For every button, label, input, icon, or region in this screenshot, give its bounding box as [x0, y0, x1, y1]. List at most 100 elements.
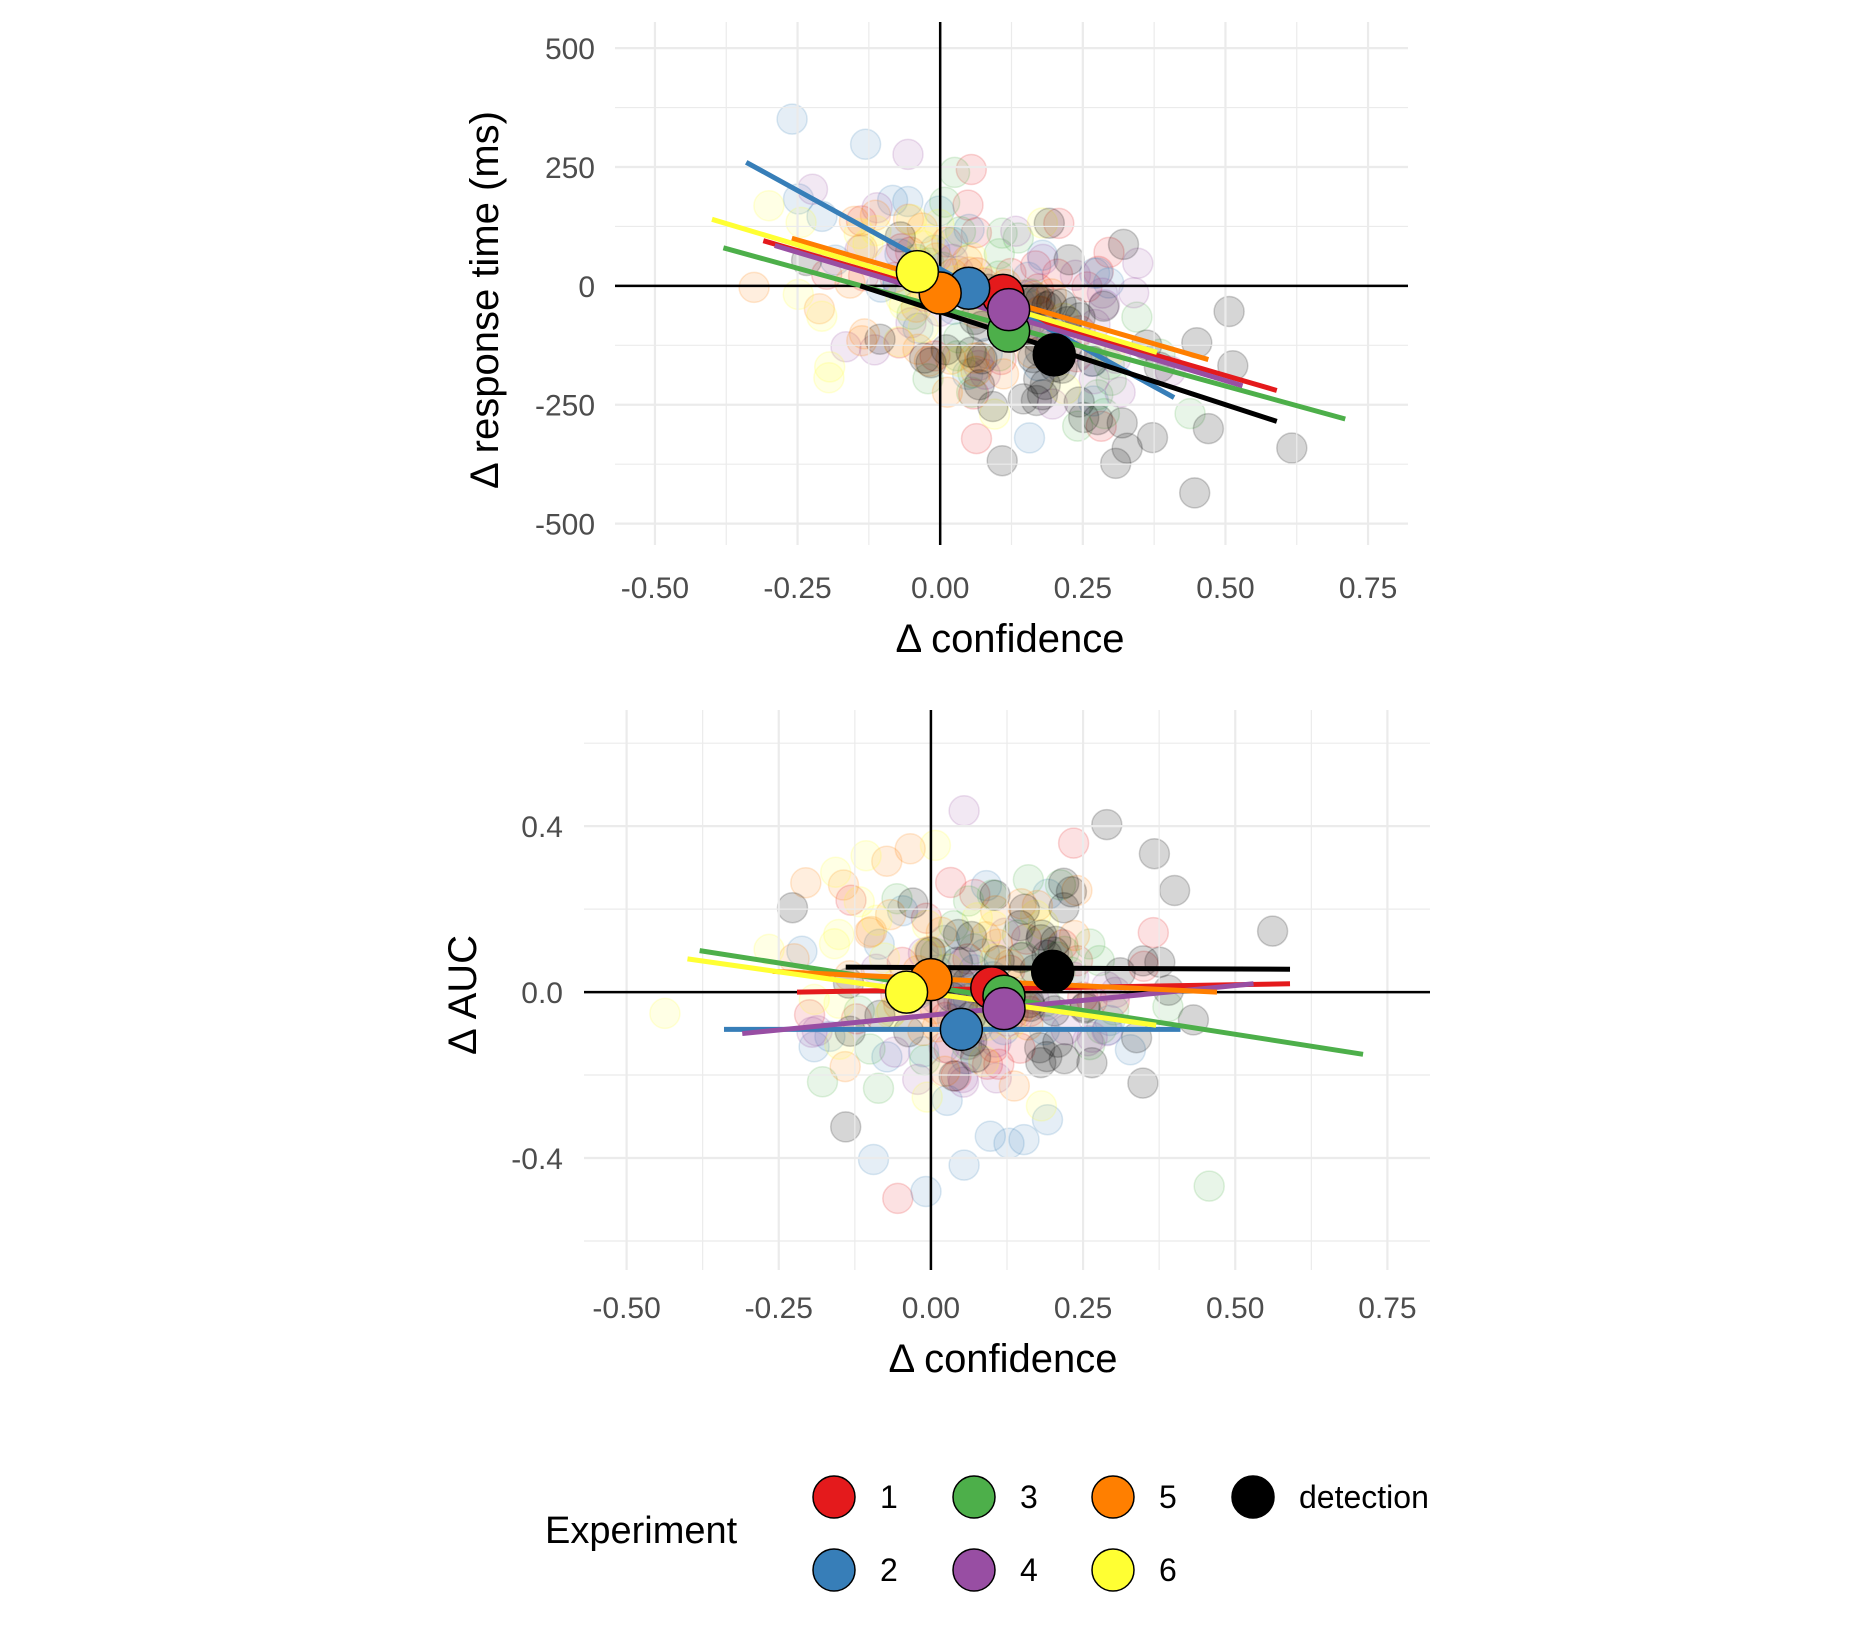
background-point — [829, 1111, 862, 1143]
background-point — [969, 358, 1001, 391]
background-point — [946, 1061, 979, 1094]
background-point — [960, 422, 993, 455]
y-axis-title: Δ AUC — [441, 935, 485, 1055]
background-point — [960, 355, 992, 387]
background-point — [892, 185, 924, 218]
background-point — [883, 327, 916, 359]
background-point — [649, 997, 681, 1030]
background-point — [882, 325, 915, 358]
background-point — [1072, 1024, 1104, 1057]
background-point — [1025, 1046, 1057, 1079]
background-point — [940, 1060, 972, 1092]
background-point — [1048, 1042, 1081, 1075]
y-tick-label: 250 — [545, 152, 595, 185]
legend-item-detection: detection — [1231, 1475, 1429, 1519]
background-point — [1047, 867, 1080, 899]
background-point — [819, 856, 852, 888]
background-point — [1057, 827, 1090, 859]
background-point — [1000, 215, 1032, 247]
background-point — [937, 226, 969, 259]
background-point — [1043, 207, 1075, 240]
background-point — [1104, 376, 1136, 409]
background-point — [1121, 301, 1153, 333]
background-point — [1027, 243, 1059, 276]
background-point — [874, 898, 907, 931]
background-point — [1002, 222, 1035, 254]
background-point — [1256, 915, 1289, 947]
background-point — [955, 920, 988, 953]
panel-auc: -0.50 -0.25 0.00 0.25 0.50 0.75 0.4 0.0 -0.4 Δ … — [441, 710, 1430, 1381]
x-tick-labels: -0.50 -0.25 0.00 0.25 0.50 0.75 — [592, 1292, 1416, 1325]
y-tick-labels: 0.4 0.0 -0.4 — [511, 811, 563, 1176]
background-point — [1055, 876, 1088, 908]
background-point — [806, 1066, 839, 1098]
legend-item-6: 6 — [1091, 1548, 1177, 1592]
background-point — [813, 351, 846, 383]
x-tick-label: 0.00 — [902, 1292, 960, 1325]
background-point — [913, 345, 946, 377]
background-point — [942, 918, 975, 951]
background-point — [962, 349, 995, 382]
background-point — [1020, 384, 1053, 417]
background-point — [955, 153, 988, 186]
background-point — [1026, 239, 1059, 272]
background-point — [861, 191, 893, 224]
background-point — [911, 1081, 943, 1113]
background-point — [1019, 899, 1052, 932]
background-point — [796, 1016, 828, 1048]
background-point — [1007, 383, 1040, 415]
background-point — [979, 894, 1012, 927]
background-point — [1026, 207, 1059, 239]
x-tick-label: -0.25 — [763, 572, 831, 605]
background-point — [1012, 863, 1045, 896]
legend-label: 2 — [880, 1552, 898, 1588]
background-point — [738, 271, 770, 304]
background-point — [785, 206, 817, 239]
background-point — [974, 1120, 1007, 1152]
background-point — [931, 1084, 963, 1117]
background-point — [983, 237, 1016, 270]
legend-item-4: 4 — [952, 1548, 1038, 1592]
background-point — [830, 331, 862, 363]
background-point — [1005, 888, 1037, 920]
background-point — [944, 345, 976, 378]
background-point — [978, 910, 1010, 942]
background-point — [1033, 207, 1066, 239]
legend-key — [1091, 1548, 1135, 1592]
background-point — [859, 199, 892, 232]
x-tick-label: 0.25 — [1054, 1292, 1112, 1325]
background-point — [1023, 1032, 1056, 1064]
background-point — [1193, 1170, 1225, 1202]
x-tick-label: -0.50 — [592, 1292, 660, 1325]
background-point — [1061, 410, 1094, 442]
legend-label: 3 — [1020, 1479, 1038, 1515]
background-point — [1031, 1040, 1063, 1073]
mean-point-4 — [986, 287, 1031, 332]
legend-title: Experiment — [545, 1510, 738, 1552]
background-point — [1025, 1090, 1058, 1122]
background-point — [827, 869, 860, 901]
x-tick-labels: -0.50 -0.25 0.00 0.25 0.50 0.75 — [621, 572, 1398, 605]
background-point — [960, 216, 993, 249]
x-tick-label: 0.50 — [1196, 572, 1254, 605]
background-point — [979, 879, 1011, 911]
background-point — [1031, 1103, 1064, 1136]
background-point — [1111, 432, 1143, 465]
background-point — [803, 293, 836, 325]
background-point — [879, 1036, 911, 1068]
background-point — [843, 995, 876, 1027]
background-point — [855, 915, 888, 948]
y-tick-label: 500 — [545, 33, 595, 66]
background-point — [989, 917, 1021, 949]
background-point — [1137, 916, 1170, 949]
background-point — [915, 346, 947, 379]
background-point — [1104, 957, 1136, 989]
background-point — [955, 336, 988, 369]
legend-key — [952, 1548, 996, 1592]
fit-line-3 — [722, 245, 1346, 422]
background-point — [993, 1127, 1025, 1160]
background-point — [948, 1149, 980, 1181]
background-point — [955, 376, 988, 409]
background-point — [970, 869, 1003, 902]
mean-point-2 — [939, 1007, 984, 1052]
